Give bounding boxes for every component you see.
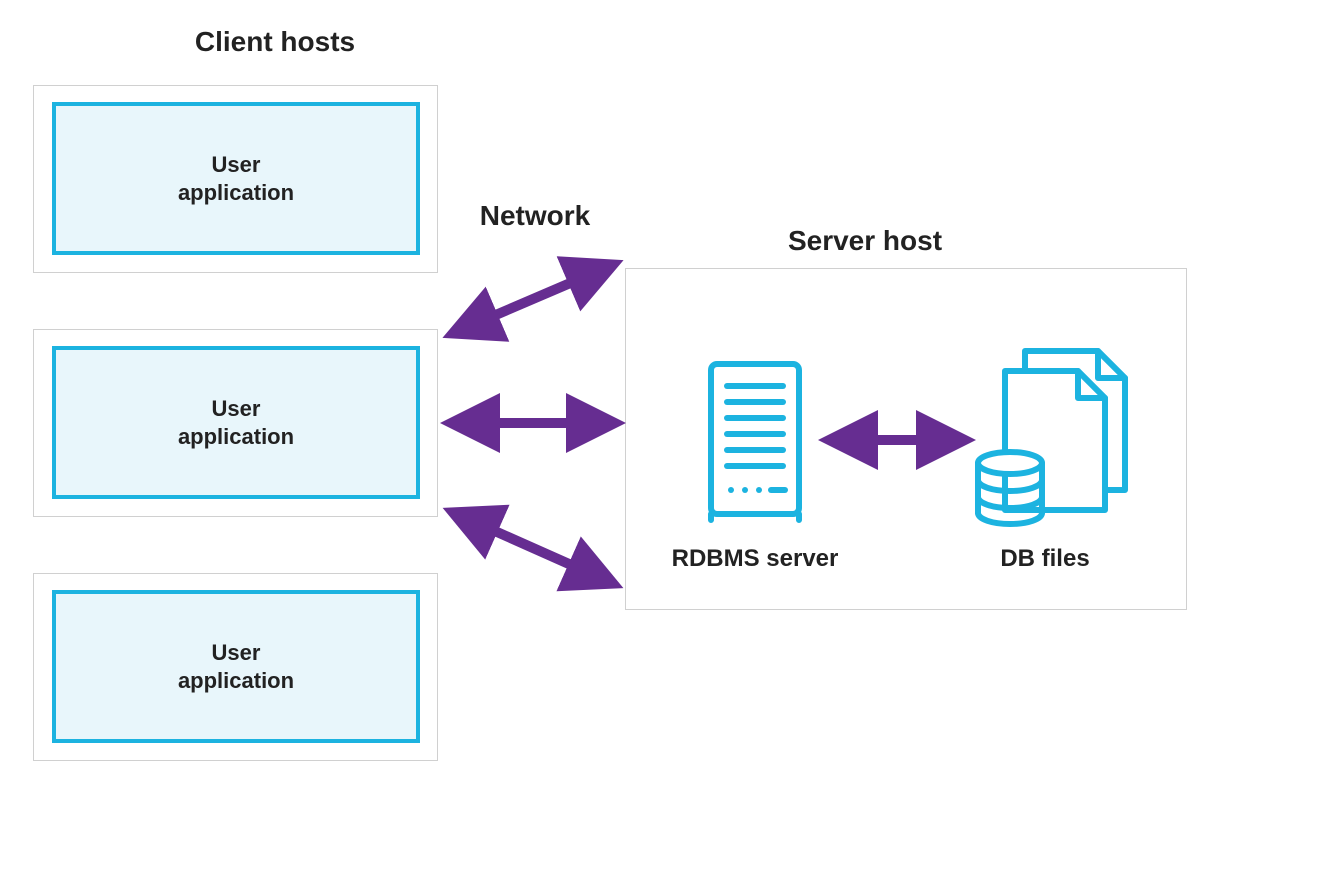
server-internal-arrow <box>0 0 1326 883</box>
